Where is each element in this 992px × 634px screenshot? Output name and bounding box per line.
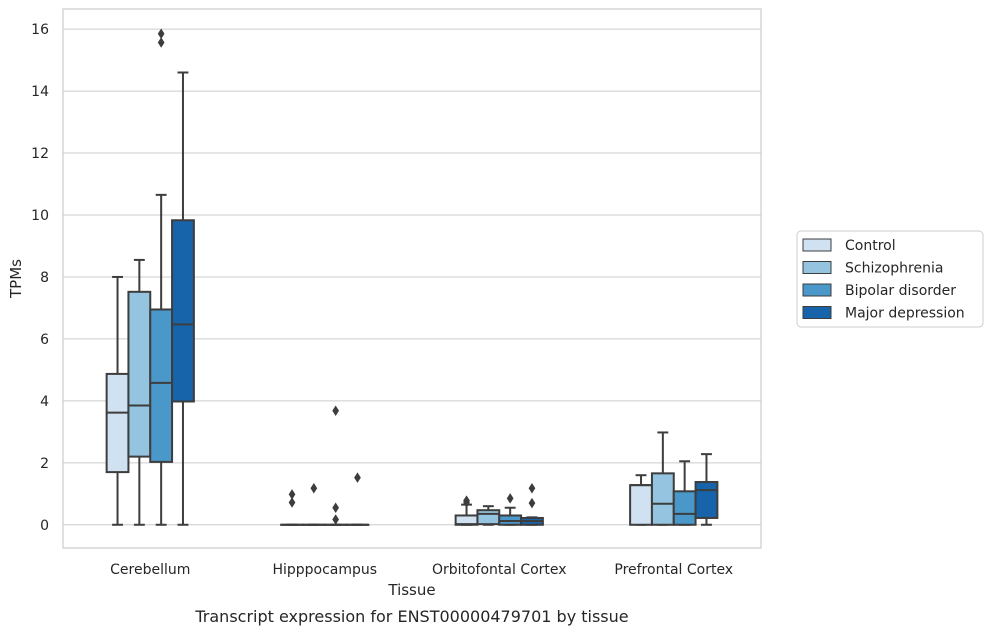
y-tick-label: 6 <box>40 332 49 348</box>
legend: Control Schizophrenia Bipolar disorder Majo… <box>796 230 984 328</box>
outlier-point <box>354 472 361 483</box>
box-iqr <box>105 372 130 474</box>
box-orbitofontal-cortex-bipolar-disorder <box>498 493 523 526</box>
y-tick-label: 4 <box>40 394 49 410</box>
y-tick-label: 14 <box>31 84 49 100</box>
x-tick-label: Cerebellum <box>110 562 190 578</box>
legend-label: Schizophrenia <box>845 261 943 277</box>
outlier-point <box>288 497 296 508</box>
y-tick-label: 8 <box>40 270 49 286</box>
outlier-point <box>528 482 536 494</box>
chart-caption: Transcript expression for ENST0000047970… <box>194 607 628 626</box>
y-tick-label: 16 <box>31 22 49 38</box>
outlier-point <box>310 482 318 494</box>
outlier-point <box>528 497 536 509</box>
y-tick-label: 2 <box>40 456 49 472</box>
box-cerebellum-bipolar-disorder <box>149 28 174 526</box>
box-iqr <box>149 308 174 463</box>
box-hipppocampus-bipolar-disorder <box>323 405 348 526</box>
outlier-point <box>157 37 165 48</box>
box-prefrontal-cortex-schizophrenia <box>650 431 675 526</box>
box-iqr <box>127 290 152 458</box>
legend-swatch <box>802 238 832 252</box>
outlier-point <box>332 502 340 513</box>
plot-frame <box>62 8 762 549</box>
legend-swatch <box>802 261 832 274</box>
legend-item: Control <box>802 238 896 254</box>
box-iqr <box>629 484 653 526</box>
legend-item: Schizophrenia <box>802 261 943 277</box>
box-cerebellum-major-depression <box>171 71 195 526</box>
outlier-point <box>332 514 340 525</box>
box-hipppocampus-control <box>280 489 304 526</box>
box-cerebellum-schizophrenia <box>127 258 152 526</box>
x-tick-label: Prefrontal Cortex <box>614 562 733 578</box>
x-tick-label: Orbitofontal Cortex <box>432 562 567 578</box>
y-ticks: 0 2 4 6 8 10 12 14 16 <box>31 22 49 534</box>
y-tick-label: 10 <box>31 208 49 224</box>
box-iqr <box>694 481 719 519</box>
y-axis-label: TPMs <box>7 259 25 299</box>
y-tick-label: 12 <box>31 146 49 162</box>
box-orbitofontal-cortex-control <box>454 495 479 526</box>
x-axis-label: Tissue <box>387 581 435 599</box>
box-prefrontal-cortex-control <box>629 474 653 526</box>
box-orbitofontal-cortex-major-depression <box>520 482 544 526</box>
box-iqr <box>171 219 195 403</box>
legend-label: Major depression <box>845 306 965 322</box>
x-ticks: Cerebellum Hipppocampus Orbitofontal Corte… <box>110 562 733 578</box>
legend-item: Major depression <box>802 306 965 322</box>
legend-swatch <box>802 306 832 319</box>
outlier-point <box>157 28 165 40</box>
outlier-point <box>506 493 514 504</box>
legend-item: Bipolar disorder <box>802 283 956 299</box>
legend-label: Control <box>845 238 896 254</box>
box-iqr <box>476 509 501 526</box>
box-prefrontal-cortex-bipolar-disorder <box>672 460 697 526</box>
box-hipppocampus-major-depression <box>345 472 370 526</box>
x-tick-label: Hipppocampus <box>272 562 377 578</box>
box-iqr <box>650 472 675 526</box>
box-cerebellum-control <box>105 275 130 526</box>
y-tick-label: 0 <box>40 518 49 534</box>
outlier-point <box>288 489 296 500</box>
box-prefrontal-cortex-major-depression <box>694 453 719 526</box>
legend-swatch <box>802 283 832 297</box>
box-iqr <box>672 490 697 526</box>
legend-frame <box>796 230 984 328</box>
legend-label: Bipolar disorder <box>845 283 956 299</box>
outlier-point <box>332 405 340 417</box>
outlier-point <box>463 497 470 508</box>
box-hipppocampus-schizophrenia <box>301 482 326 526</box>
box-layer <box>105 28 719 526</box>
box-orbitofontal-cortex-schizophrenia <box>476 505 501 526</box>
